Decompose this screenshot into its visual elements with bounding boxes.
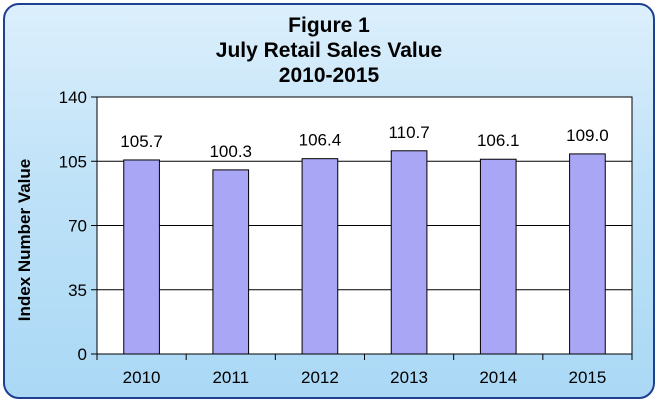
x-tick-label: 2014 [479,368,517,387]
bar-2015 [569,153,606,355]
y-tick-label: 35 [68,281,87,300]
gridlines [97,160,632,291]
x-tick-label: 2013 [390,368,428,387]
bar-2011 [212,169,250,355]
data-label-2013: 110.7 [388,123,429,142]
y-tick-label: 140 [59,88,87,107]
data-label-2010: 105.7 [120,132,163,151]
data-label-2012: 106.4 [299,131,342,150]
x-tick-label: 2012 [301,368,339,387]
x-tick-label: 2011 [212,368,249,387]
bar-2014 [479,158,517,355]
bar-2012 [301,158,339,355]
x-tick-label: 2015 [569,368,607,387]
chart-title: Figure 1 [288,14,370,37]
x-axis-ticks: 2010 2011 2012 2013 2014 2015 [96,354,633,387]
data-label-2015: 109.0 [566,126,609,145]
data-label-2011: 100.3 [209,142,252,161]
y-tick-label: 70 [68,217,87,236]
x-tick-label: 2010 [123,368,161,387]
data-label-2014: 106.1 [477,131,520,150]
y-tick-label: 105 [59,152,87,171]
y-axis-ticks: 0 35 70 105 140 [59,88,97,364]
bar-2010 [123,159,160,355]
chart-subtitle-years: 2010-2015 [278,64,380,87]
bar-2013 [390,150,428,355]
chart-subtitle: July Retail Sales Value [215,39,443,62]
y-tick-label: 0 [78,345,87,364]
bars: 105.7 100.3 106.4 110.7 106.1 109.0 [120,123,609,355]
